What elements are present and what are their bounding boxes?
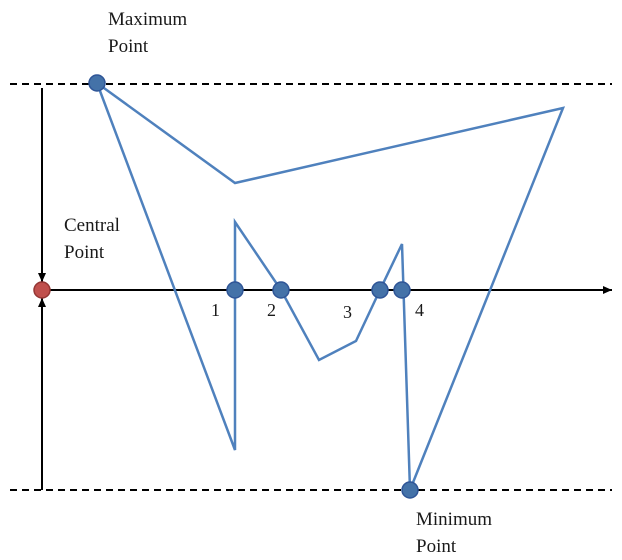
maximum-point-label: Maximum Point [108,6,187,60]
crossing-number-4: 4 [415,300,424,320]
central-label-line-1: Central [64,215,120,236]
minimum-point-marker [401,481,419,499]
central-label-line-2: Point [64,242,105,263]
crossing-number-1: 1 [211,300,220,320]
maximum-label-line-2: Point [108,36,149,57]
crossing-marker-4 [393,281,411,299]
minimum-label-line-1: Minimum [416,509,493,530]
minimum-point-label: Minimum Point [416,506,492,560]
maximum-point-marker [88,74,106,92]
crossing-marker-1 [226,281,244,299]
central-point-label: Central Point [64,212,120,266]
minimum-label-line-2: Point [416,536,457,557]
signal-line [95,81,566,491]
maximum-label-line-1: Maximum [108,9,188,30]
crossing-number-3: 3 [343,302,352,322]
central-point-marker [33,281,51,299]
crossing-marker-2 [272,281,290,299]
crossing-number-2: 2 [267,300,276,320]
crossing-marker-3 [371,281,389,299]
